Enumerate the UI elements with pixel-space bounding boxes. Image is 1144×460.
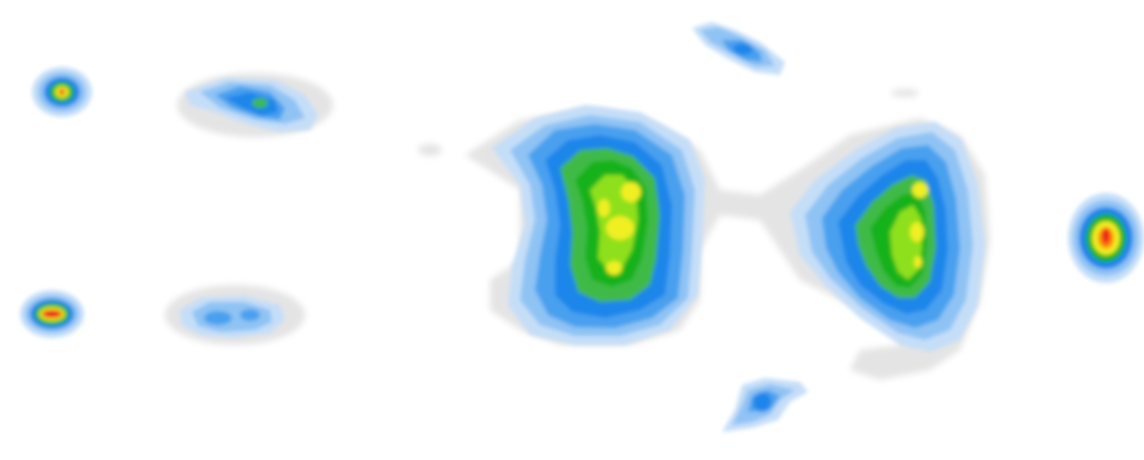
blob-bottom-middle — [722, 378, 808, 432]
contour-peak — [606, 261, 622, 275]
halo-speck — [418, 144, 442, 156]
contour-peak — [914, 256, 922, 268]
contour-hottest — [59, 89, 65, 95]
contour-medl — [240, 309, 260, 321]
blob-top-left — [185, 78, 318, 132]
blob-top-right — [692, 22, 785, 75]
halo-speck-2 — [891, 89, 919, 97]
contour-peak — [621, 182, 641, 202]
blob-bottom-left — [180, 296, 285, 338]
contour-peak — [598, 199, 610, 217]
contour-peak — [912, 182, 928, 198]
small-hotspot-top-left — [32, 67, 92, 117]
contour-hottest — [42, 310, 62, 318]
contour-hottest — [1102, 228, 1110, 244]
right-cluster — [790, 122, 985, 352]
contour-med — [733, 43, 753, 55]
contour-medl — [204, 311, 232, 325]
small-hotspot-bottom-left — [20, 290, 84, 338]
central-cluster — [492, 105, 705, 345]
contour-medh — [252, 98, 268, 108]
contour-peak — [910, 222, 924, 242]
contour-med — [753, 392, 771, 412]
contour-med — [225, 92, 278, 116]
hotspot-far-right — [1068, 193, 1144, 283]
contour-peak — [606, 216, 634, 240]
